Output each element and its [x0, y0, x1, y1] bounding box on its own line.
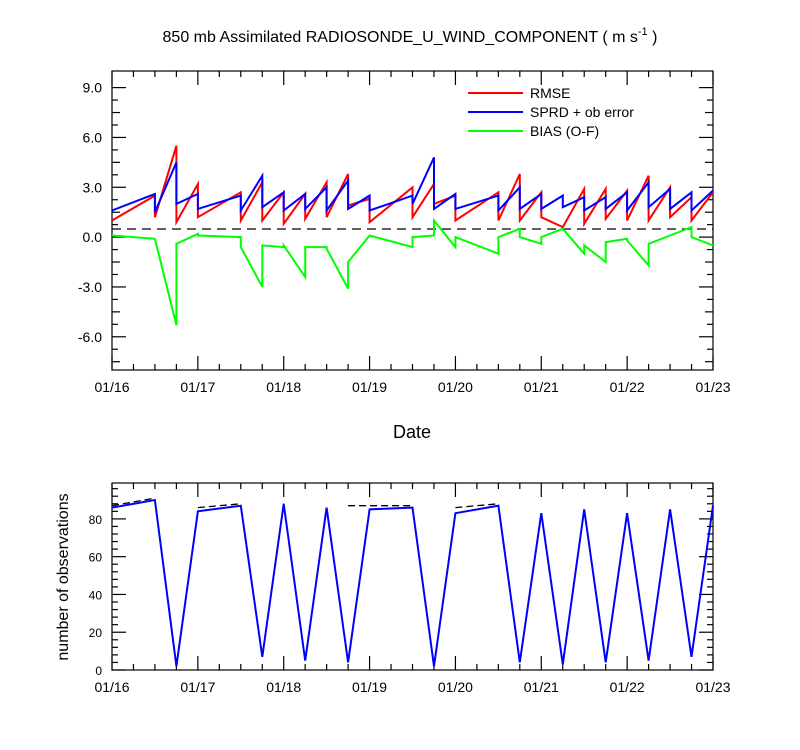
x-tick-label: 01/23	[695, 379, 730, 395]
y-tick-labels-observations: 80 60 40 20 0	[89, 513, 103, 678]
x-tick-label: 01/20	[438, 379, 473, 395]
x-tick-label: 01/22	[610, 679, 645, 695]
observations-total-line	[197, 503, 241, 509]
x-tick-labels: 01/16 01/17 01/18 01/19 01/20 01/21 01/22 01/23	[94, 379, 730, 395]
y-tick-label: 9.0	[83, 80, 103, 96]
y-tick-label: -6.0	[78, 329, 102, 345]
x-tick-label: 01/18	[266, 379, 301, 395]
y-tick-label: 0	[95, 664, 102, 678]
x-tick-label: 01/22	[610, 379, 645, 395]
chart-title: 850 mb Assimilated RADIOSONDE_U_WIND_COM…	[163, 26, 658, 46]
x-tick-label: 01/23	[695, 679, 730, 695]
x-tick-label: 01/17	[180, 679, 215, 695]
observations-total-line	[455, 503, 499, 509]
series-lines	[111, 145, 714, 326]
series-line-rmse	[111, 145, 714, 229]
legend: RMSE SPRD + ob error BIAS (O-F)	[468, 85, 634, 139]
y-tick-label: 6.0	[83, 129, 103, 145]
tick-marks	[111, 71, 714, 370]
y-tick-label: 0.0	[83, 229, 103, 245]
x-tick-label: 01/19	[352, 679, 387, 695]
series-lines-observations	[111, 497, 714, 667]
x-tick-label: 01/21	[524, 379, 559, 395]
observations-assimilated-line	[111, 498, 714, 667]
x-tick-label: 01/16	[94, 679, 129, 695]
legend-label-bias: BIAS (O-F)	[530, 123, 599, 139]
x-axis-label: Date	[393, 422, 431, 442]
tick-marks-observations	[111, 483, 714, 671]
y-tick-label: 40	[89, 588, 103, 602]
y-tick-label: 3.0	[83, 179, 103, 195]
x-tick-label: 01/16	[94, 379, 129, 395]
x-tick-label: 01/21	[524, 679, 559, 695]
x-tick-label: 01/17	[180, 379, 215, 395]
title-superscript: -1	[638, 26, 648, 38]
legend-label-rmse: RMSE	[530, 85, 570, 101]
legend-label-sprd: SPRD + ob error	[530, 104, 634, 120]
y-tick-labels: 9.0 6.0 3.0 0.0 -3.0 -6.0	[78, 80, 102, 345]
y-tick-label: -3.0	[78, 279, 102, 295]
bottom-chart: 80 60 40 20 0 01/16 01/17 01/18 01/19 01/20 01/21…	[55, 482, 731, 695]
x-tick-labels-observations: 01/16 01/17 01/18 01/19 01/20 01/21 01/22 01/23	[94, 679, 730, 695]
y-tick-label: 60	[89, 551, 103, 565]
y-axis-label-observations: number of observations	[55, 493, 72, 660]
series-line-sprd-ob-error	[111, 156, 714, 215]
y-tick-label: 80	[89, 513, 103, 527]
observations-total-line	[111, 497, 156, 507]
top-chart: 850 mb Assimilated RADIOSONDE_U_WIND_COM…	[78, 26, 731, 442]
series-line-bias-o-f	[111, 217, 714, 326]
title-end: )	[648, 29, 658, 46]
y-tick-label: 20	[89, 626, 103, 640]
x-tick-label: 01/19	[352, 379, 387, 395]
x-tick-label: 01/18	[266, 679, 301, 695]
x-tick-label: 01/20	[438, 679, 473, 695]
